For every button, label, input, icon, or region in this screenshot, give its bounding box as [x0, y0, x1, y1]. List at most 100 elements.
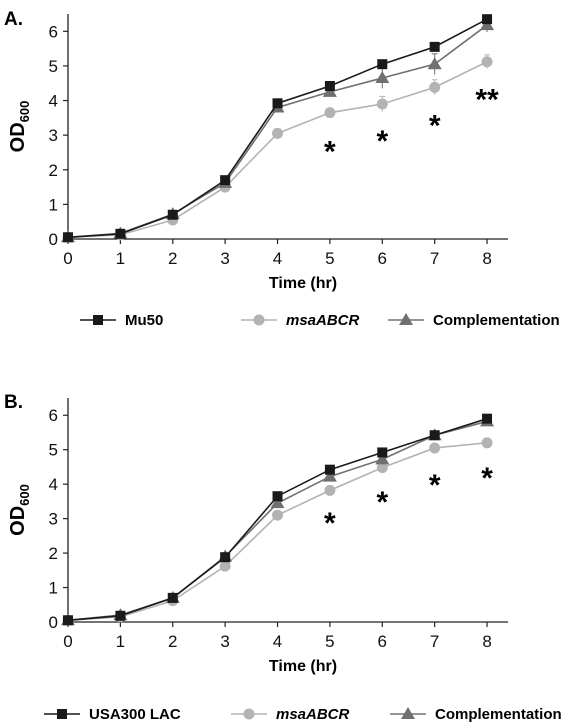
- significance-marker: *: [376, 486, 388, 519]
- data-point: [324, 484, 336, 496]
- legend-item: Complementation: [390, 706, 562, 723]
- data-point: [377, 59, 388, 70]
- legend-label: msaABCR: [286, 312, 360, 329]
- data-point: [63, 615, 73, 626]
- y-axis-title-subscript: 600: [17, 484, 32, 506]
- x-tick-label: 4: [273, 249, 282, 268]
- significance-marker: *: [429, 469, 441, 502]
- x-tick-label: 7: [430, 632, 439, 651]
- y-tick-label: 3: [49, 126, 58, 145]
- data-point: [429, 442, 441, 454]
- y-tick-label: 5: [49, 57, 58, 76]
- legend: USA300 LAC msaABCR Complementation: [44, 706, 562, 723]
- x-tick-label: 3: [220, 249, 229, 268]
- legend-label: USA300 LAC: [89, 706, 181, 723]
- y-tick-label: 2: [49, 161, 58, 180]
- series-square: [63, 413, 493, 626]
- data-point: [270, 496, 285, 509]
- data-point: [167, 592, 178, 603]
- data-point: [115, 228, 126, 239]
- legend-marker: [243, 708, 255, 720]
- significance-marker: **: [475, 84, 499, 117]
- significance-marker: *: [376, 125, 388, 158]
- chart-panel-b: B. 0 1 2 3 4 5 6 0 1 2 3 4 5 6 7 8 Time (hr) OD600 * * * * USA3…: [4, 392, 562, 723]
- legend-item: USA300 LAC: [44, 706, 181, 723]
- data-point: [429, 81, 441, 93]
- x-tick-label: 2: [168, 249, 177, 268]
- data-point: [427, 57, 442, 70]
- data-point: [272, 127, 284, 139]
- data-point: [481, 56, 493, 68]
- x-tick-label: 8: [482, 249, 491, 268]
- x-tick-label: 8: [482, 632, 491, 651]
- y-tick-label: 2: [49, 544, 58, 563]
- y-tick-label: 6: [49, 406, 58, 425]
- x-tick-label: 4: [273, 632, 282, 651]
- legend-item: msaABCR: [241, 312, 360, 329]
- data-point: [376, 462, 388, 474]
- data-point: [220, 175, 231, 186]
- legend-label: Complementation: [433, 312, 560, 329]
- x-tick-label: 3: [220, 632, 229, 651]
- data-point: [322, 469, 337, 482]
- y-tick-label: 5: [49, 441, 58, 460]
- series-circle: [62, 54, 493, 243]
- data-point: [324, 81, 335, 91]
- y-axis-title-subscript: 600: [17, 101, 32, 123]
- x-tick-label: 6: [378, 632, 387, 651]
- legend-label: Mu50: [125, 312, 163, 329]
- data-point: [482, 413, 493, 424]
- data-point: [375, 452, 390, 465]
- legend-item: Complementation: [388, 312, 560, 329]
- y-tick-label: 0: [49, 230, 58, 249]
- panel-label: B.: [4, 392, 23, 413]
- x-tick-label: 5: [325, 632, 334, 651]
- y-axis-title: OD600: [7, 101, 32, 153]
- x-tick-label: 7: [430, 249, 439, 268]
- y-axis-title: OD600: [7, 484, 32, 536]
- data-point: [482, 14, 493, 25]
- data-point: [481, 437, 493, 449]
- legend-marker: [253, 314, 265, 326]
- significance-marker: *: [481, 462, 493, 495]
- data-point: [219, 560, 231, 572]
- y-axis-title-main: OD: [7, 122, 29, 152]
- data-point: [324, 107, 336, 119]
- significance-marker: *: [324, 507, 336, 540]
- x-tick-label: 1: [116, 249, 125, 268]
- legend-marker: [401, 707, 415, 719]
- data-point: [115, 610, 126, 621]
- x-tick-label: 1: [116, 632, 125, 651]
- y-tick-label: 3: [49, 510, 58, 529]
- significance-marker: *: [429, 110, 441, 143]
- panel-label: A.: [4, 9, 23, 30]
- x-tick-label: 0: [63, 632, 72, 651]
- series-line: [67, 442, 488, 622]
- legend-item: msaABCR: [231, 706, 350, 723]
- legend: Mu50 msaABCR Complementation: [80, 312, 560, 329]
- data-point: [377, 447, 388, 458]
- significance-marker: *: [324, 136, 336, 169]
- x-tick-label: 5: [325, 249, 334, 268]
- y-tick-label: 0: [49, 613, 58, 632]
- x-tick-label: 6: [378, 249, 387, 268]
- data-point: [429, 430, 440, 441]
- legend-item: Mu50: [80, 312, 163, 329]
- data-point: [324, 464, 335, 475]
- data-point: [220, 552, 231, 563]
- x-axis-title: Time (hr): [269, 658, 337, 675]
- data-point: [272, 491, 283, 502]
- y-tick-label: 4: [49, 475, 58, 494]
- series-circle: [62, 437, 493, 626]
- x-tick-label: 2: [168, 632, 177, 651]
- legend-label: Complementation: [435, 706, 562, 723]
- data-point: [272, 98, 283, 109]
- y-axis-title-main: OD: [7, 506, 29, 536]
- y-tick-label: 1: [49, 579, 58, 598]
- legend-label: msaABCR: [276, 706, 350, 723]
- y-tick-label: 4: [49, 92, 58, 111]
- series-square: [63, 14, 493, 243]
- legend-marker: [399, 313, 413, 325]
